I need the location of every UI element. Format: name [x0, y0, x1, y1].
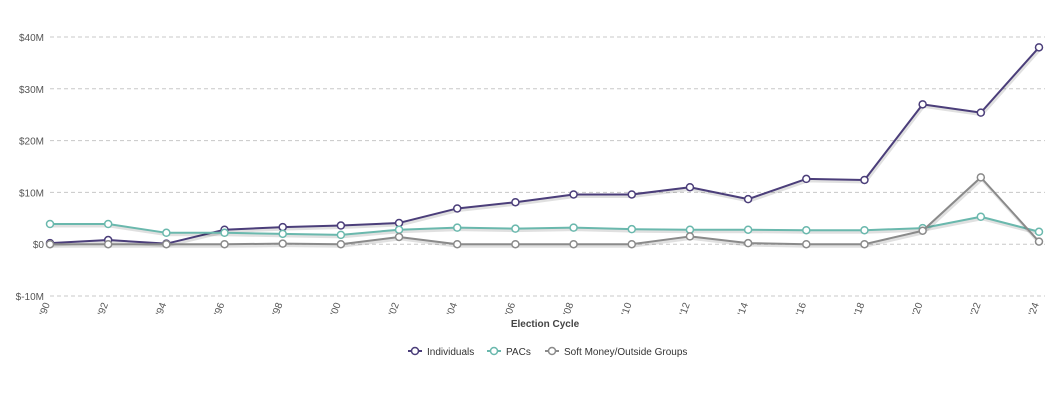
legend-marker: [489, 346, 499, 356]
data-point[interactable]: [162, 239, 171, 249]
data-point[interactable]: [278, 229, 287, 239]
x-tick-label: '22: [969, 301, 984, 317]
legend: Individuals PACs Soft Money/Outside Groups: [408, 346, 687, 358]
data-point[interactable]: [802, 239, 811, 249]
data-point[interactable]: [860, 239, 869, 249]
data-point[interactable]: [452, 239, 462, 249]
x-tick-label: '90: [38, 301, 53, 317]
data-point[interactable]: [685, 232, 695, 241]
series-layer: [45, 43, 1044, 249]
x-tick-label: '20: [911, 301, 926, 317]
series-line-shadow: [50, 48, 1042, 248]
legend-label: Soft Money/Outside Groups: [564, 347, 687, 358]
y-tick-label: $30M: [19, 85, 44, 96]
x-axis-label: Election Cycle: [511, 319, 580, 330]
data-point[interactable]: [627, 190, 637, 199]
x-tick-label: '06: [503, 301, 518, 317]
data-point[interactable]: [278, 239, 287, 248]
x-tick-label: '98: [271, 301, 286, 317]
y-tick-label: $10M: [19, 188, 44, 199]
x-tick-label: '96: [213, 301, 228, 317]
data-point[interactable]: [45, 219, 55, 229]
legend-label: Individuals: [427, 347, 474, 358]
data-point[interactable]: [976, 108, 986, 117]
x-tick-label: '92: [96, 301, 111, 317]
data-point[interactable]: [860, 225, 869, 235]
x-tick-label: '08: [562, 301, 577, 317]
data-point[interactable]: [103, 219, 113, 229]
x-axis: '90 '92 '94 '96 '98 '00 '02 '04 '06 '08 '10 '12 '14 '…: [38, 301, 1042, 317]
x-tick-label: '18: [852, 301, 867, 317]
x-tick-label: '16: [794, 301, 809, 317]
legend-item[interactable]: Soft Money/Outside Groups: [545, 346, 687, 358]
x-tick-label: '12: [678, 301, 693, 317]
data-point[interactable]: [511, 224, 520, 233]
x-tick-label: '24: [1027, 301, 1042, 317]
x-tick-label: '00: [329, 301, 344, 317]
data-point[interactable]: [685, 225, 695, 234]
data-point[interactable]: [1034, 237, 1044, 246]
data-point[interactable]: [627, 224, 637, 234]
data-point[interactable]: [162, 228, 171, 238]
data-point[interactable]: [103, 239, 113, 249]
series-individuals: [45, 43, 1044, 248]
series-line-shadow: [51, 177, 1042, 248]
data-point[interactable]: [569, 190, 578, 199]
x-tick-label: '14: [736, 301, 751, 317]
x-tick-label: '02: [387, 301, 402, 317]
y-tick-label: $20M: [19, 137, 44, 148]
data-point[interactable]: [336, 230, 346, 240]
data-point[interactable]: [918, 226, 927, 235]
y-axis: $40M $30M $20M $10M $0 $-10M: [16, 33, 45, 303]
data-point[interactable]: [802, 225, 811, 235]
data-point[interactable]: [1034, 43, 1044, 52]
series-line: [50, 215, 1040, 236]
data-point[interactable]: [394, 232, 404, 242]
data-point[interactable]: [336, 221, 346, 230]
data-point[interactable]: [1034, 227, 1044, 237]
data-point[interactable]: [627, 239, 637, 249]
legend-marker: [410, 346, 420, 356]
data-point[interactable]: [511, 239, 520, 249]
data-point[interactable]: [802, 174, 811, 184]
data-point[interactable]: [394, 225, 404, 234]
x-tick-label: '10: [620, 301, 635, 317]
series-line-shadow: [51, 217, 1041, 239]
data-point[interactable]: [45, 239, 55, 249]
data-point[interactable]: [569, 223, 578, 232]
x-tick-label: '04: [445, 301, 460, 317]
series-line: [50, 176, 1040, 246]
y-tick-label: $-10M: [16, 292, 44, 303]
data-point[interactable]: [220, 239, 229, 249]
data-point[interactable]: [452, 223, 462, 232]
y-tick-label: $0: [33, 240, 45, 251]
data-point[interactable]: [976, 212, 986, 221]
legend-marker: [547, 346, 557, 356]
grid-layer: [50, 36, 1045, 297]
data-point[interactable]: [220, 228, 229, 238]
data-point[interactable]: [685, 182, 695, 192]
data-point[interactable]: [394, 218, 404, 228]
x-tick-label: '94: [154, 301, 169, 317]
data-point[interactable]: [976, 173, 986, 182]
data-point[interactable]: [511, 197, 520, 207]
data-point[interactable]: [743, 238, 753, 248]
data-point[interactable]: [569, 239, 578, 249]
data-point[interactable]: [278, 222, 287, 232]
y-tick-label: $40M: [19, 33, 44, 44]
data-point[interactable]: [336, 239, 346, 249]
series-pacs: [45, 212, 1044, 240]
data-point[interactable]: [743, 194, 753, 204]
data-point[interactable]: [743, 225, 753, 234]
data-point[interactable]: [918, 100, 927, 109]
legend-label: PACs: [506, 347, 531, 358]
legend-item[interactable]: Individuals: [408, 346, 474, 358]
data-point[interactable]: [860, 175, 869, 185]
legend-item[interactable]: PACs: [487, 346, 531, 358]
series-line: [49, 46, 1040, 245]
data-point[interactable]: [452, 204, 462, 213]
series-soft-money-outside-groups: [45, 173, 1044, 249]
